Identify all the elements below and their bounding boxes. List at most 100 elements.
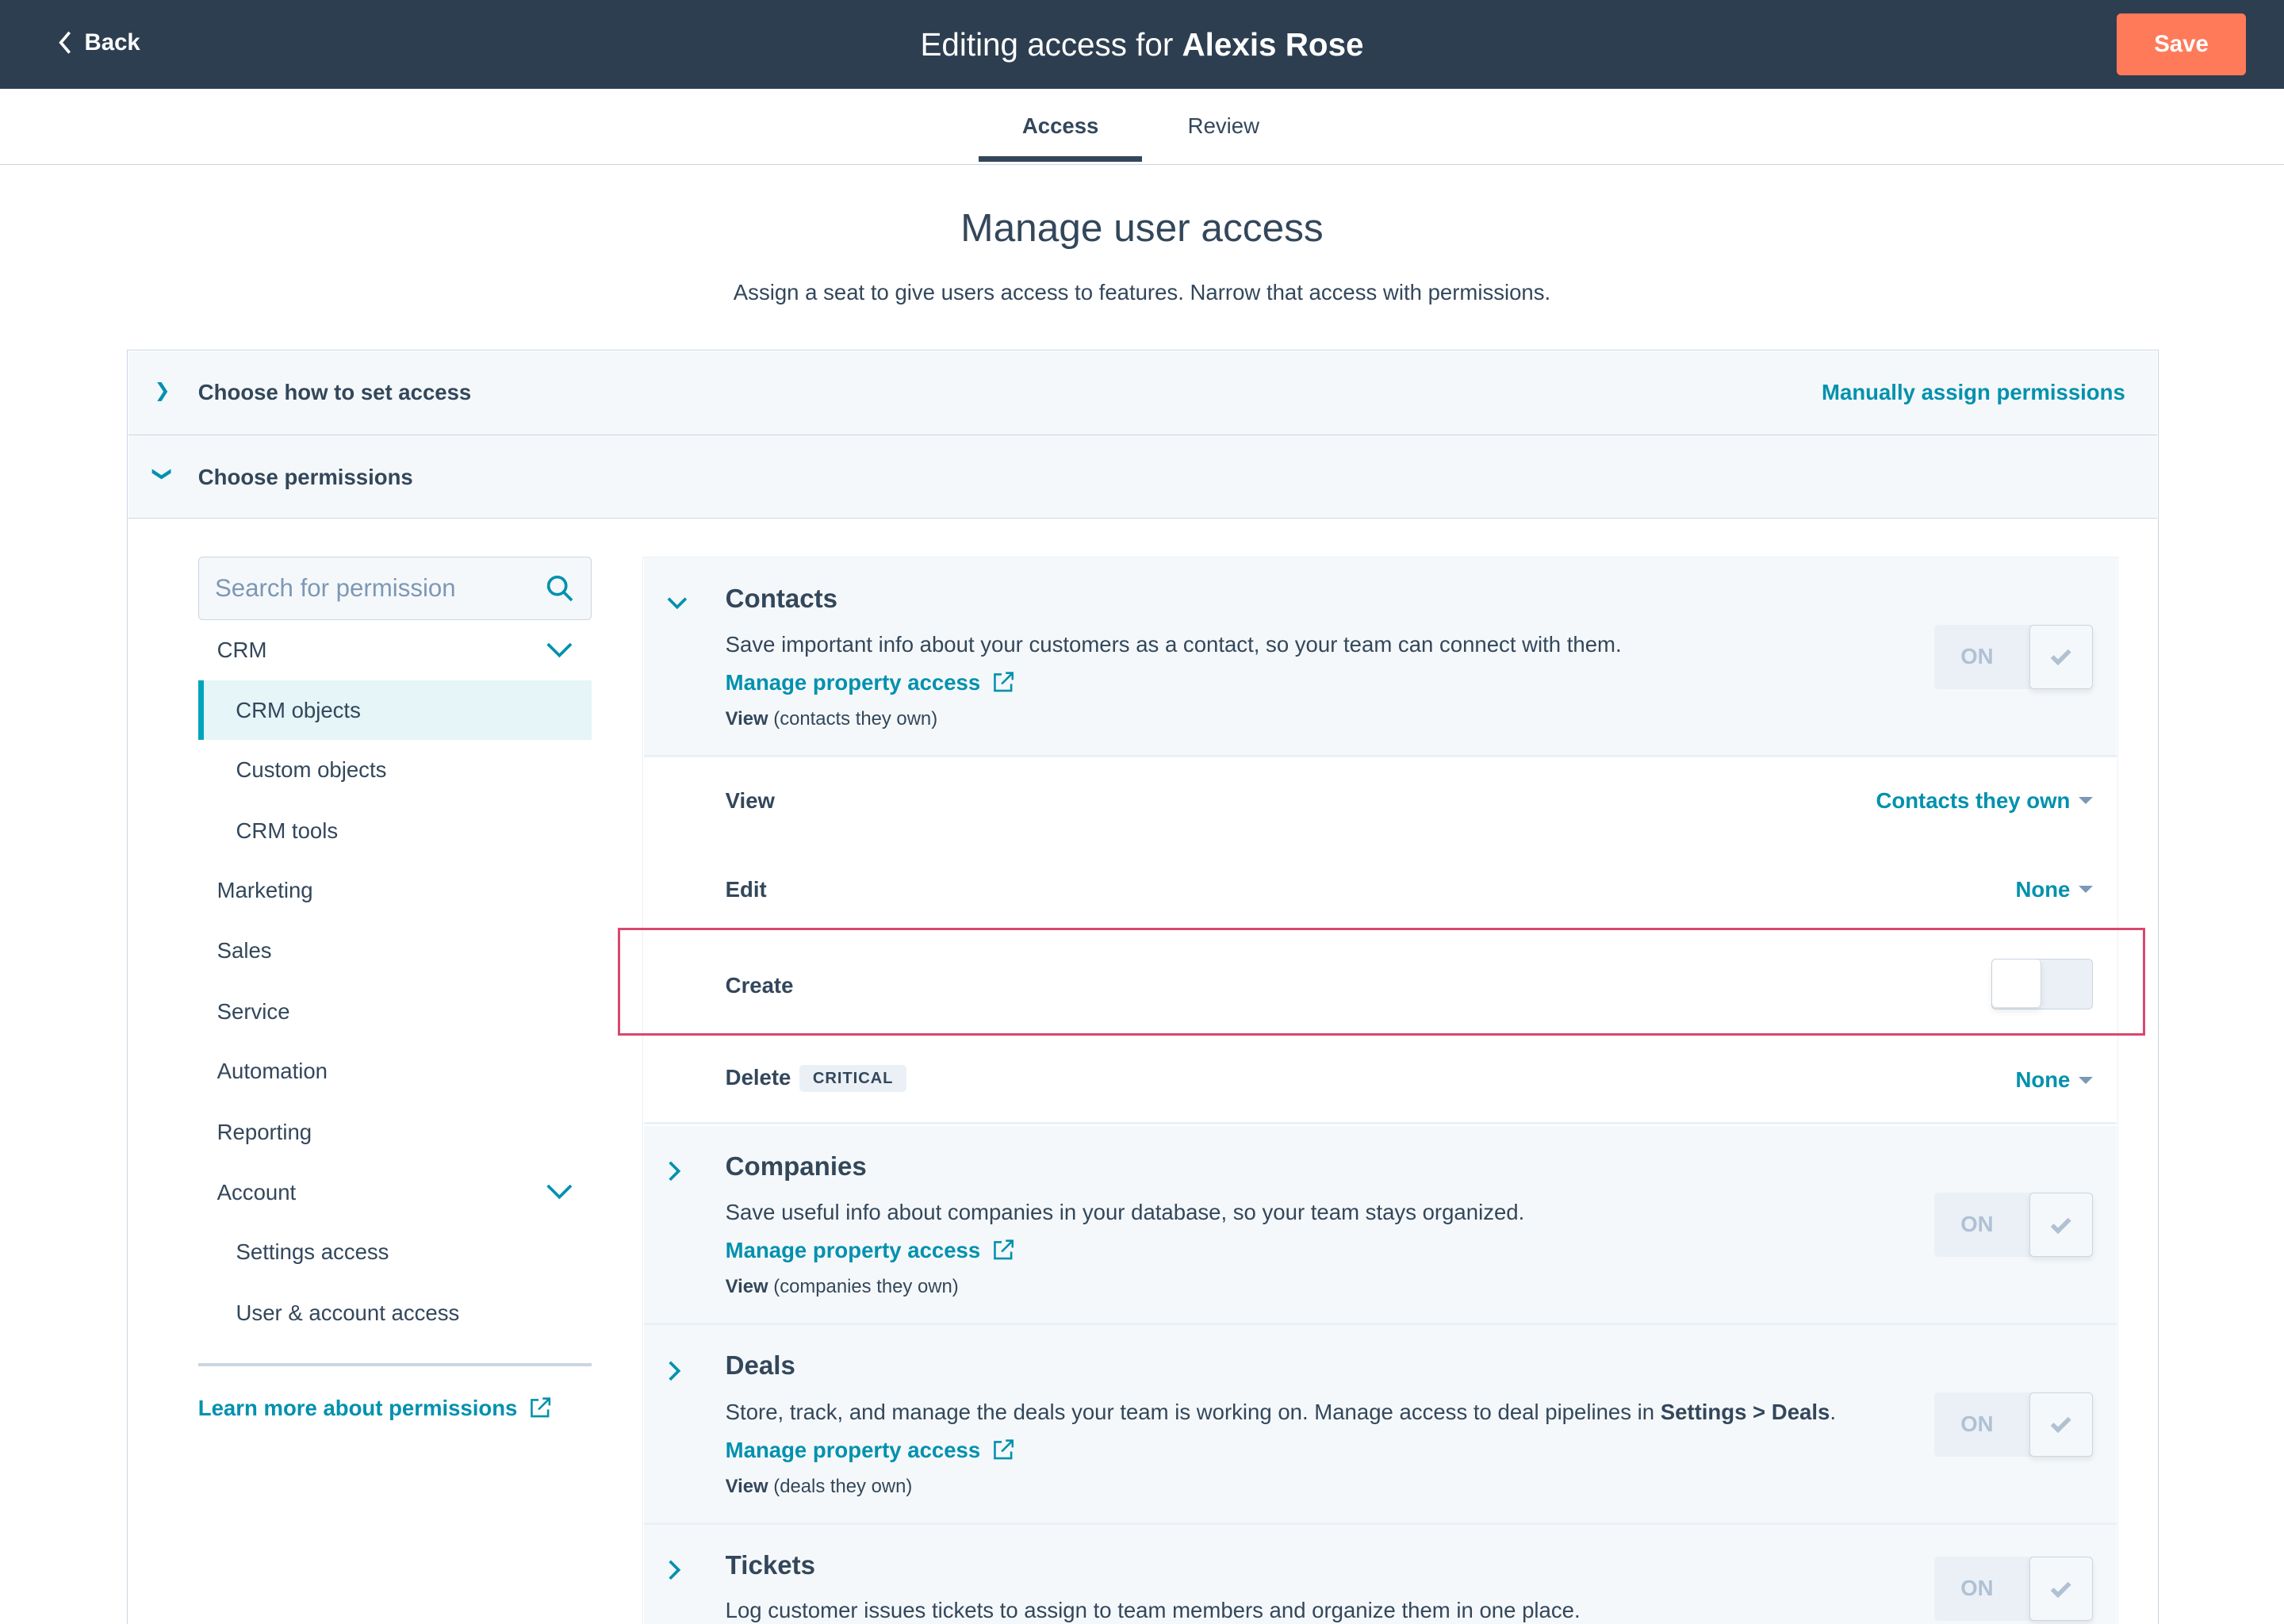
accordion-label: Choose permissions [197,464,413,489]
check-icon [2029,1557,2094,1622]
tab-review[interactable]: Review [1187,113,1259,139]
manage-property-access-link[interactable]: Manage property access [726,1438,1014,1463]
chevron-left-icon [59,31,71,54]
sidebar-item-automation[interactable]: Automation [217,1059,328,1084]
back-label: Back [84,29,140,56]
toggle-label: ON [1960,1411,1994,1436]
chevron-down-icon: ❯ [151,465,174,482]
nav-label: Account [217,1179,297,1205]
link-label: Manage property access [725,1238,981,1263]
view-label: View [725,1275,768,1297]
link-label: Manage property access [725,669,981,695]
toggle-label: ON [1960,1576,1994,1601]
desc-text: Store, track, and manage the deals your … [725,1400,1655,1425]
sidebar-item-crm[interactable]: CRM [198,620,592,680]
critical-badge: CRITICAL [799,1065,906,1093]
view-label: View [725,1475,768,1497]
sidebar-item-sales[interactable]: Sales [217,937,272,963]
desc-end: . [1830,1400,1836,1425]
permission-label: Create [725,972,794,998]
external-link-icon [994,1239,1014,1260]
chevron-down-icon [546,642,573,658]
sidebar-item-reporting[interactable]: Reporting [217,1120,312,1145]
dropdown-value: None [2015,876,2071,902]
check-icon [2029,1392,2094,1457]
user-name: Alexis Rose [1182,26,1364,63]
learn-more-label: Learn more about permissions [197,1395,518,1420]
dropdown-value: None [2015,1067,2071,1093]
accordion-label: Choose how to set access [197,380,472,405]
save-button[interactable]: Save [2116,13,2247,76]
delete-scope-dropdown[interactable]: None [2015,1067,2094,1093]
section-description: Log customer issues tickets to assign to… [725,1597,1581,1622]
active-tab-indicator [979,155,1142,162]
view-summary: View (deals they own) [726,1476,913,1497]
contacts-toggle[interactable]: ON [1934,624,2094,689]
chevron-down-icon [546,1184,573,1200]
sidebar-item-user-account-access[interactable]: User & account access [236,1300,460,1325]
sidebar-item-crm-tools[interactable]: CRM tools [236,818,339,843]
sidebar-item-crm-objects[interactable]: CRM objects [197,680,592,741]
page-header-title: Editing access for Alexis Rose [0,26,2284,63]
chevron-right-icon: ❯ [154,380,171,402]
view-scope: (deals they own) [773,1475,913,1497]
learn-more-link[interactable]: Learn more about permissions [198,1396,551,1421]
section-name: Contacts [725,584,838,614]
external-link-icon [531,1397,551,1418]
page-subtitle: Assign a seat to give users access to fe… [733,279,1551,304]
dropdown-value: Contacts they own [1876,787,2071,813]
section-description: Save useful info about companies in your… [725,1200,1525,1225]
accordion-choose-permissions[interactable]: ❯ Choose permissions [128,435,2158,519]
view-summary: View (companies they own) [726,1276,959,1297]
top-bar [0,0,2284,90]
tickets-toggle[interactable]: ON [1934,1557,2094,1622]
search-icon [546,575,573,602]
create-toggle[interactable] [1991,958,2094,1009]
chevron-down-icon[interactable] [667,596,688,610]
access-method-value[interactable]: Manually assign permissions [1822,380,2125,405]
view-label: View [725,707,768,730]
deals-toggle[interactable]: ON [1934,1392,2094,1457]
section-deals: Deals Store, track, and manage the deals… [643,1325,2117,1526]
link-label: Manage property access [725,1437,981,1462]
sidebar-item-settings-access[interactable]: Settings access [236,1239,389,1264]
permission-row-create: Create [643,930,2117,1033]
chevron-right-icon[interactable] [667,1161,681,1182]
access-panel [126,349,2159,1624]
caret-down-icon [2079,886,2094,894]
manage-property-access-link[interactable]: Manage property access [726,1238,1014,1263]
section-tickets: Tickets Log customer issues tickets to a… [643,1525,2117,1624]
tab-access[interactable]: Access [1021,113,1099,139]
sidebar-divider [197,1363,592,1366]
view-summary: View (contacts they own) [726,708,937,730]
search-input[interactable]: Search for permission [197,556,592,621]
manage-property-access-link[interactable]: Manage property access [726,670,1014,695]
permission-label: View [725,787,775,813]
settings-path: Settings > Deals [1660,1400,1830,1425]
accordion-how-to-set-access[interactable]: ❯ Choose how to set access Manually assi… [128,350,2158,436]
sidebar-item-marketing[interactable]: Marketing [217,878,313,903]
permissions-card [642,556,2118,1624]
edit-scope-dropdown[interactable]: None [2015,876,2094,902]
sidebar-item-service[interactable]: Service [217,998,290,1024]
view-scope: (companies they own) [773,1275,959,1297]
companies-toggle[interactable]: ON [1934,1193,2094,1258]
tab-bar [0,89,2284,165]
permission-label: Delete CRITICAL [726,1065,906,1093]
permission-row-delete: Delete CRITICAL None [643,1035,2117,1124]
delete-label: Delete [725,1064,791,1090]
page-title: Manage user access [960,205,1324,250]
chevron-right-icon[interactable] [667,1361,681,1381]
view-scope: (contacts they own) [773,707,938,730]
search-placeholder: Search for permission [214,574,456,603]
view-scope-dropdown[interactable]: Contacts they own [1876,787,2094,814]
section-contacts: Contacts Save important info about your … [643,557,2117,758]
external-link-icon [994,1439,1014,1460]
sidebar-item-account[interactable]: Account [198,1162,592,1222]
chevron-right-icon[interactable] [667,1560,681,1580]
nav-label: CRM [217,638,267,663]
check-icon [2029,624,2094,689]
sidebar-item-custom-objects[interactable]: Custom objects [236,756,387,782]
back-button[interactable]: Back [58,29,140,56]
toggle-knob [1991,959,2042,1008]
